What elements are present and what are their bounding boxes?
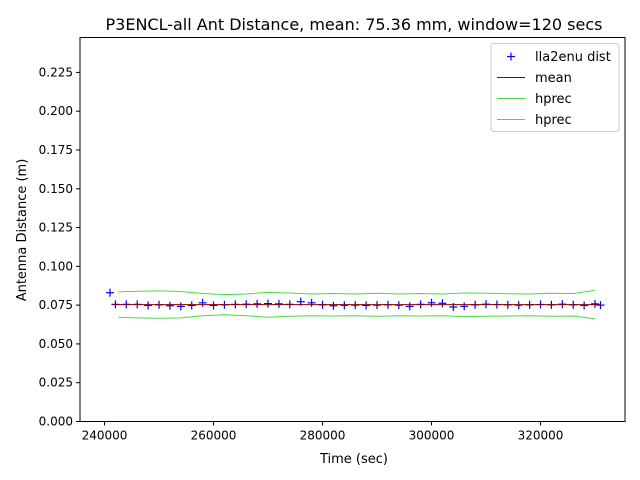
data-point bbox=[591, 299, 600, 308]
x-axis-label: Time (sec) bbox=[319, 452, 388, 467]
data-point bbox=[105, 288, 114, 297]
data-point bbox=[514, 301, 523, 310]
x-tick-label: 300000 bbox=[409, 429, 455, 443]
chart-title: P3ENCL-all Ant Distance, mean: 75.36 mm,… bbox=[106, 15, 603, 34]
data-point bbox=[596, 301, 605, 310]
data-point bbox=[307, 298, 316, 307]
y-tick-label: 0.175 bbox=[39, 143, 73, 157]
data-point bbox=[580, 301, 589, 310]
x-tick-label: 280000 bbox=[300, 429, 346, 443]
data-point bbox=[405, 302, 414, 311]
legend-label-lla2enu-dist: lla2enu dist bbox=[535, 50, 611, 65]
data-point bbox=[427, 298, 436, 307]
y-tick-label: 0.000 bbox=[39, 415, 73, 429]
data-point bbox=[144, 301, 153, 310]
y-tick-label: 0.150 bbox=[39, 182, 73, 196]
x-tick-label: 240000 bbox=[82, 429, 128, 443]
series-line-hprec-3 bbox=[118, 314, 596, 320]
data-point bbox=[165, 301, 174, 310]
legend-label-mean: mean bbox=[535, 71, 572, 86]
data-point bbox=[362, 301, 371, 310]
data-point bbox=[198, 298, 207, 307]
y-tick-label: 0.075 bbox=[39, 298, 73, 312]
y-tick-label: 0.050 bbox=[39, 337, 73, 351]
y-axis: 0.000 0.025 0.050 0.075 0.100 0.125 0.150 0.175… bbox=[39, 65, 80, 429]
x-tick-label: 260000 bbox=[191, 429, 237, 443]
y-tick-label: 0.025 bbox=[39, 376, 73, 390]
x-axis: 240000 260000 280000 300000 320000 bbox=[82, 421, 564, 443]
legend-box bbox=[490, 43, 620, 132]
y-tick-label: 0.225 bbox=[39, 65, 73, 79]
data-point bbox=[460, 302, 469, 311]
y-tick-label: 0.125 bbox=[39, 221, 73, 235]
data-point bbox=[264, 299, 273, 308]
y-tick-label: 0.100 bbox=[39, 259, 73, 273]
legend-label-hprec: hprec bbox=[535, 92, 572, 107]
data-point bbox=[373, 301, 382, 310]
x-tick-label: 320000 bbox=[518, 429, 564, 443]
data-point bbox=[176, 302, 185, 311]
data-point bbox=[187, 301, 196, 310]
data-point bbox=[209, 301, 218, 310]
plot-area bbox=[105, 288, 605, 320]
series-line-hprec-2 bbox=[118, 289, 596, 296]
y-axis-label: Antenna Distance (m) bbox=[15, 159, 30, 302]
legend-label-hprec: hprec bbox=[535, 113, 572, 128]
data-point bbox=[394, 301, 403, 310]
data-point bbox=[351, 301, 360, 310]
data-point bbox=[274, 299, 283, 308]
data-point bbox=[340, 301, 349, 310]
data-point bbox=[253, 299, 262, 308]
legend-marker-lla2enu-dist bbox=[507, 52, 515, 61]
legend: lla2enu dist mean hprec hprec bbox=[490, 43, 620, 132]
data-point bbox=[329, 301, 338, 310]
y-tick-label: 0.200 bbox=[39, 104, 73, 118]
data-point bbox=[438, 299, 447, 308]
axes-frame bbox=[79, 37, 626, 422]
